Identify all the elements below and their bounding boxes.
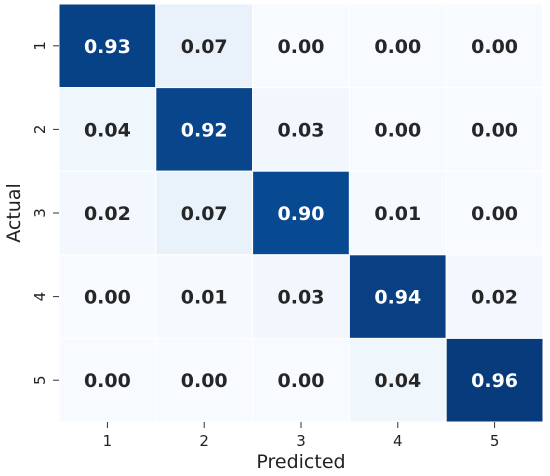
cell-value-label: 0.04 bbox=[84, 119, 131, 141]
y-axis-label: Actual bbox=[3, 183, 25, 243]
cell-value-label: 0.00 bbox=[374, 36, 421, 58]
cell-value-label: 0.02 bbox=[84, 203, 131, 225]
cell-value-label: 0.00 bbox=[181, 370, 228, 392]
y-tick-label: 2 bbox=[31, 125, 49, 135]
cell-value-label: 0.01 bbox=[374, 203, 421, 225]
cell-value-label: 0.00 bbox=[84, 287, 131, 309]
heatmap-cell-r3-c5 bbox=[445, 170, 544, 256]
cell-value-label: 0.93 bbox=[84, 36, 131, 58]
x-axis-ticks: 1 2 3 4 5 bbox=[103, 422, 500, 450]
y-tick-label: 5 bbox=[31, 375, 49, 385]
cell-value-label: 0.04 bbox=[374, 370, 421, 392]
cell-value-label: 0.00 bbox=[471, 36, 518, 58]
heatmap-cell-r3-c4 bbox=[348, 170, 447, 256]
heatmap-cell-r5-c5 bbox=[445, 337, 544, 423]
heatmap-cells: 0.93 0.07 0.00 0.00 0.00 0.04 0.92 0.03 0.00 0.00… bbox=[58, 3, 544, 423]
cell-value-label: 0.00 bbox=[278, 370, 325, 392]
x-axis-label: Predicted bbox=[256, 451, 345, 473]
heatmap-cell-r5-c3 bbox=[252, 337, 350, 423]
heatmap-cell-r1-c2 bbox=[155, 3, 254, 89]
cell-value-label: 0.00 bbox=[84, 370, 131, 392]
heatmap-cell-r1-c5 bbox=[445, 3, 544, 89]
heatmap-cell-r5-c2 bbox=[155, 337, 254, 423]
heatmap-cell-r1-c1 bbox=[58, 3, 157, 89]
cell-value-label: 0.02 bbox=[471, 287, 518, 309]
x-tick-label: 3 bbox=[296, 432, 306, 450]
cell-value-label: 0.92 bbox=[181, 119, 228, 141]
heatmap-cell-r1-c3 bbox=[252, 3, 350, 89]
cell-value-label: 0.03 bbox=[278, 287, 325, 309]
y-axis-ticks: 1 2 3 4 5 bbox=[31, 41, 59, 385]
y-tick-label: 4 bbox=[31, 292, 49, 302]
x-tick-label: 4 bbox=[393, 432, 403, 450]
cell-value-label: 0.00 bbox=[374, 119, 421, 141]
heatmap-cell-r4-c3 bbox=[252, 254, 350, 339]
y-tick-label: 1 bbox=[31, 41, 49, 51]
heatmap-cell-r3-c2 bbox=[155, 170, 254, 256]
cell-value-label: 0.00 bbox=[471, 119, 518, 141]
heatmap-cell-r5-c1 bbox=[58, 337, 157, 423]
heatmap-cell-r3-c3 bbox=[252, 170, 350, 256]
cell-value-label: 0.94 bbox=[374, 287, 421, 309]
cell-value-label: 0.90 bbox=[278, 203, 325, 225]
heatmap-cell-r4-c5 bbox=[445, 254, 544, 339]
x-tick-label: 5 bbox=[490, 432, 500, 450]
cell-value-label: 0.07 bbox=[181, 203, 228, 225]
heatmap-cell-r2-c3 bbox=[252, 87, 350, 172]
cell-value-label: 0.96 bbox=[471, 370, 518, 392]
cell-value-label: 0.00 bbox=[471, 203, 518, 225]
x-tick-label: 1 bbox=[103, 432, 113, 450]
cell-value-label: 0.07 bbox=[181, 36, 228, 58]
cell-value-label: 0.03 bbox=[278, 119, 325, 141]
y-tick-label: 3 bbox=[31, 208, 49, 218]
heatmap-cell-r1-c4 bbox=[348, 3, 447, 89]
x-tick-label: 2 bbox=[199, 432, 209, 450]
heatmap-cell-r4-c2 bbox=[155, 254, 254, 339]
heatmap-cell-r4-c4 bbox=[348, 254, 447, 339]
cell-value-label: 0.01 bbox=[181, 287, 228, 309]
cell-value-label: 0.00 bbox=[278, 36, 325, 58]
heatmap-cell-r2-c1 bbox=[58, 87, 157, 172]
heatmap-cell-r2-c5 bbox=[445, 87, 544, 172]
